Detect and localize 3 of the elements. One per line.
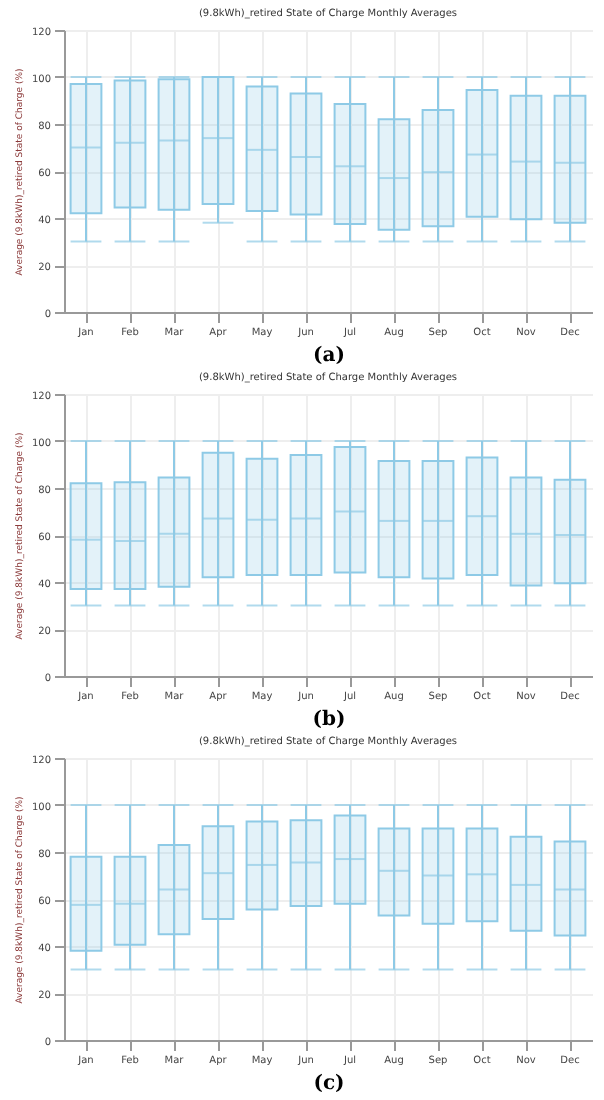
x-axis-title: (c) <box>313 1073 345 1095</box>
x-axis-title: (b) <box>312 709 346 731</box>
x-axis-title: (a) <box>313 345 345 367</box>
